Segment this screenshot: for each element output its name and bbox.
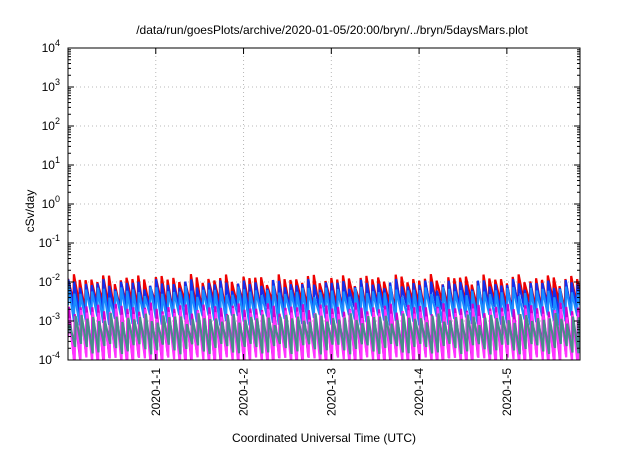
y-tick-mantissa: 10 — [39, 236, 53, 250]
x-tick-label: 2020-1-5 — [500, 368, 514, 416]
y-tick-label: 10-1 — [39, 233, 60, 250]
y-tick-mantissa: 10 — [42, 41, 56, 55]
y-tick-exponent: 0 — [55, 194, 60, 204]
y-tick-mantissa: 10 — [42, 119, 56, 133]
y-tick-label: 104 — [42, 38, 60, 55]
y-axis-label: cSv/day — [23, 190, 37, 233]
y-tick-exponent: -1 — [52, 233, 60, 243]
y-tick-label: 102 — [42, 116, 60, 133]
y-tick-mantissa: 10 — [42, 197, 56, 211]
y-tick-mantissa: 10 — [39, 353, 53, 367]
y-tick-exponent: 2 — [55, 116, 60, 126]
x-axis-label: Coordinated Universal Time (UTC) — [232, 431, 416, 445]
chart-title: /data/run/goesPlots/archive/2020-01-05/2… — [136, 23, 528, 37]
y-tick-label: 103 — [42, 77, 60, 94]
x-tick-label: 2020-1-4 — [412, 368, 426, 416]
y-tick-mantissa: 10 — [42, 158, 56, 172]
y-tick-mantissa: 10 — [42, 80, 56, 94]
y-tick-exponent: -3 — [52, 311, 60, 321]
x-tick-label: 2020-1-2 — [237, 368, 251, 416]
y-tick-exponent: 3 — [55, 77, 60, 87]
y-tick-exponent: -2 — [52, 272, 60, 282]
y-tick-label: 10-3 — [39, 311, 60, 328]
y-tick-exponent: 4 — [55, 38, 60, 48]
y-tick-mantissa: 10 — [39, 275, 53, 289]
series-group — [68, 273, 580, 360]
y-tick-mantissa: 10 — [39, 314, 53, 328]
series-line — [68, 312, 580, 355]
y-tick-label: 10-2 — [39, 272, 60, 289]
y-tick-exponent: -4 — [52, 350, 60, 360]
y-tick-label: 101 — [42, 155, 60, 172]
y-tick-exponent: 1 — [55, 155, 60, 165]
y-tick-label: 100 — [42, 194, 60, 211]
x-tick-label: 2020-1-1 — [149, 368, 163, 416]
y-tick-label: 10-4 — [39, 350, 60, 367]
x-tick-label: 2020-1-3 — [324, 368, 338, 416]
